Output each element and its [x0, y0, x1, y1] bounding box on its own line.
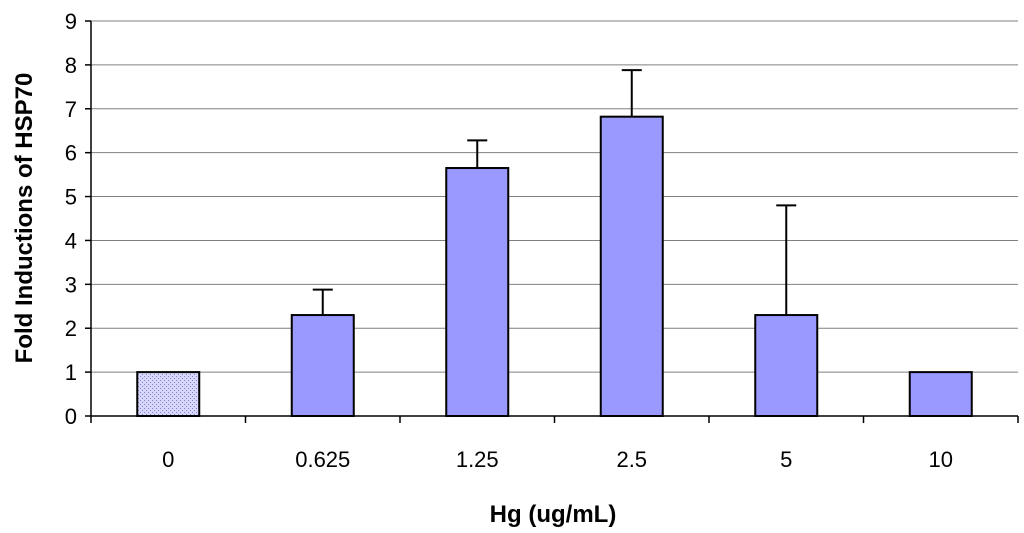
gridlines: [91, 20, 1018, 373]
x-axis-title: Hg (ug/mL): [490, 501, 617, 528]
x-tick-label: 10: [929, 447, 953, 472]
y-tick-label: 9: [65, 9, 77, 34]
x-tick-label: 0.625: [295, 447, 350, 472]
bar-5: [754, 314, 819, 417]
x-tick-label: 1.25: [456, 447, 499, 472]
tick-labels: 0 1 2 3 4 5 6 7 8 9 0 0.625 1.25 2.5 5 10: [65, 9, 953, 472]
bar-0.625: [290, 314, 355, 417]
x-tick-label: 2.5: [616, 447, 647, 472]
y-tick-label: 2: [65, 316, 77, 341]
y-tick-label: 4: [65, 228, 77, 253]
y-axis-title: Fold Inductions of HSP70: [11, 73, 38, 364]
y-tick-label: 8: [65, 53, 77, 78]
y-tick-label: 3: [65, 272, 77, 297]
x-tick-label: 5: [780, 447, 792, 472]
bar-0: [136, 371, 201, 418]
y-tick-label: 1: [65, 360, 77, 385]
bar-2.5: [599, 115, 664, 418]
bars: [136, 115, 973, 418]
y-tick-label: 0: [65, 404, 77, 429]
y-tick-label: 6: [65, 141, 77, 166]
axes: [85, 20, 1019, 423]
y-tick-label: 5: [65, 185, 77, 210]
y-tick-label: 7: [65, 97, 77, 122]
bar-10: [908, 371, 973, 418]
bar-1.25: [445, 167, 510, 417]
error-bars: [312, 69, 797, 316]
x-tick-label: 0: [162, 447, 174, 472]
